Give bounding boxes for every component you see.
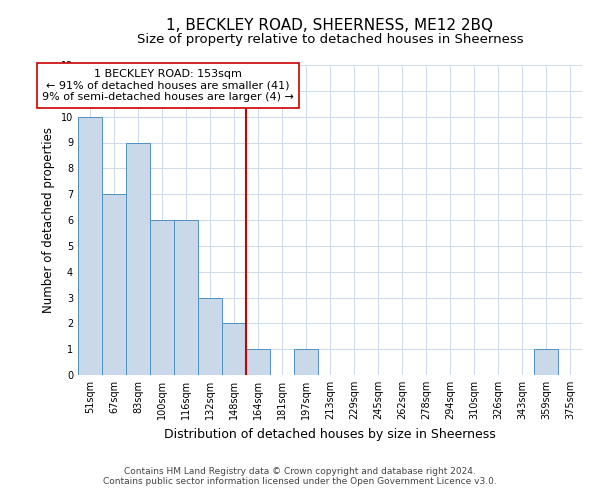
- Bar: [198, 298, 222, 375]
- Text: Contains HM Land Registry data © Crown copyright and database right 2024.: Contains HM Land Registry data © Crown c…: [124, 467, 476, 476]
- Text: Size of property relative to detached houses in Sheerness: Size of property relative to detached ho…: [137, 32, 523, 46]
- X-axis label: Distribution of detached houses by size in Sheerness: Distribution of detached houses by size …: [164, 428, 496, 440]
- Y-axis label: Number of detached properties: Number of detached properties: [42, 127, 55, 313]
- Bar: [246, 349, 270, 375]
- Bar: [534, 349, 558, 375]
- Bar: [294, 349, 318, 375]
- Bar: [222, 324, 246, 375]
- Text: Contains public sector information licensed under the Open Government Licence v3: Contains public sector information licen…: [103, 477, 497, 486]
- Bar: [174, 220, 198, 375]
- Bar: [126, 142, 150, 375]
- Bar: [102, 194, 126, 375]
- Bar: [78, 116, 102, 375]
- Text: 1, BECKLEY ROAD, SHEERNESS, ME12 2BQ: 1, BECKLEY ROAD, SHEERNESS, ME12 2BQ: [167, 18, 493, 32]
- Text: 1 BECKLEY ROAD: 153sqm
← 91% of detached houses are smaller (41)
9% of semi-deta: 1 BECKLEY ROAD: 153sqm ← 91% of detached…: [42, 69, 294, 102]
- Bar: [150, 220, 174, 375]
